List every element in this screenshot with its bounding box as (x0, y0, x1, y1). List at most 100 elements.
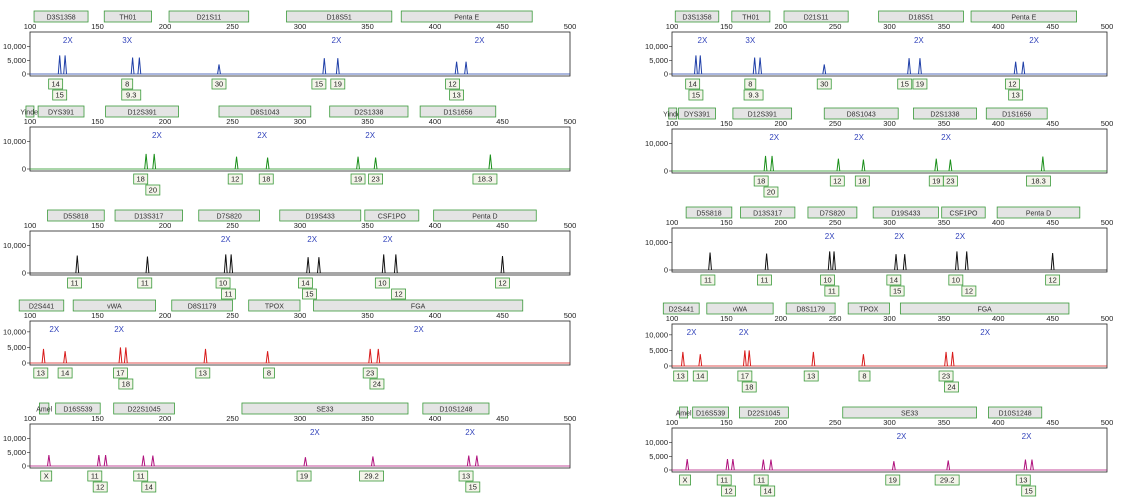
allele-label: 19 (889, 476, 897, 485)
x-tick-label: 250 (226, 22, 239, 31)
x-tick-label: 200 (774, 119, 787, 128)
y-tick-label: 10,000 (645, 438, 668, 447)
peak (950, 351, 955, 367)
x-tick-label: 500 (1101, 119, 1114, 128)
locus-box (706, 302, 774, 315)
allele-box (302, 288, 317, 300)
annotation-label: 2X (914, 36, 924, 45)
allele-label: 18 (858, 177, 866, 186)
locus-label: D2S441 (669, 307, 694, 314)
allele-label: 12 (394, 290, 402, 299)
allele-label: 23 (366, 369, 374, 378)
peak (150, 455, 155, 467)
allele-label: 8 (125, 80, 129, 89)
allele-label: 12 (833, 177, 841, 186)
allele-label: 13 (462, 472, 470, 481)
x-tick-label: 400 (992, 314, 1005, 323)
allele-label: 14 (696, 372, 704, 381)
peak (752, 57, 757, 75)
locus-box (25, 105, 35, 118)
x-tick-label: 300 (294, 221, 307, 230)
locus-label: vWA (107, 304, 122, 311)
allele-box (716, 474, 732, 486)
locus-label: D8S1179 (796, 307, 825, 314)
peak (217, 64, 221, 75)
allele-box (938, 370, 954, 382)
x-tick-label: 200 (774, 22, 787, 31)
peak (1023, 459, 1028, 471)
x-tick-label: 150 (91, 22, 104, 31)
x-tick-label: 350 (938, 22, 951, 31)
locus-box (286, 10, 393, 23)
allele-box (362, 367, 378, 379)
allele-box (52, 89, 68, 101)
y-tick-label: 0 (664, 70, 668, 79)
x-tick-label: 200 (774, 218, 787, 227)
allele-box (133, 173, 149, 185)
allele-label: 14 (145, 483, 153, 492)
x-tick-label: 500 (564, 22, 577, 31)
peak (761, 459, 766, 471)
locus-label: D16S539 (696, 411, 725, 418)
locus-label: TPOX (859, 307, 878, 314)
dye-panel-right-4: D2S441 vWA D8S1179 TPOX FGA 100 150 200 250 300 35… (645, 302, 1113, 393)
peak (1013, 61, 1018, 75)
allele-label: 11 (141, 279, 149, 288)
x-tick-label: 350 (361, 414, 374, 423)
x-tick-label: 250 (226, 221, 239, 230)
allele-label: 11 (704, 276, 712, 285)
annotation-label: 3X (745, 36, 755, 45)
locus-label: D12S391 (127, 110, 156, 117)
peak (265, 157, 270, 170)
locus-label: D1S1656 (1002, 112, 1031, 119)
x-tick-label: 300 (294, 414, 307, 423)
allele-box (263, 367, 275, 379)
allele-box (311, 78, 327, 90)
locus-label: D21S11 (804, 15, 829, 22)
locus-box (364, 209, 420, 222)
locus-label: D8S1043 (250, 110, 279, 117)
annotation-label: 2X (687, 328, 697, 337)
locus-label: Penta D (472, 214, 497, 221)
allele-label: 17 (116, 369, 124, 378)
y-tick-label: 10,000 (645, 238, 668, 247)
x-tick-label: 150 (91, 221, 104, 230)
annotation-label: 2X (897, 432, 907, 441)
allele-label: 12 (1008, 80, 1016, 89)
locus-label: D2S441 (29, 304, 54, 311)
peak (708, 252, 712, 271)
allele-box (195, 367, 211, 379)
peak (763, 155, 768, 172)
allele-box (763, 186, 779, 198)
allele-box (350, 173, 366, 185)
locus-box (419, 105, 497, 118)
allele-box (297, 277, 313, 289)
x-tick-label: 200 (774, 314, 787, 323)
x-tick-label: 350 (361, 221, 374, 230)
allele-label: 23 (942, 372, 950, 381)
locus-box (72, 299, 156, 312)
locus-box (988, 406, 1043, 419)
plot-frame (671, 427, 1108, 473)
allele-box (820, 274, 835, 286)
x-tick-label: 150 (720, 418, 733, 427)
allele-box (137, 277, 153, 289)
allele-box (816, 78, 832, 90)
annotation-label: 2X (63, 36, 73, 45)
allele-label: 18 (122, 380, 130, 389)
allele-box (743, 89, 764, 101)
y-tick-label: 0 (664, 362, 668, 371)
allele-box (685, 78, 701, 90)
allele-label: 19 (932, 177, 940, 186)
peak (948, 159, 953, 172)
x-tick-label: 200 (159, 414, 172, 423)
allele-box (753, 175, 769, 187)
x-tick-label: 300 (294, 311, 307, 320)
allele-label: 14 (688, 80, 696, 89)
allele-box (33, 367, 49, 379)
peak (371, 456, 375, 467)
locus-box (732, 107, 793, 120)
peak (770, 155, 774, 172)
